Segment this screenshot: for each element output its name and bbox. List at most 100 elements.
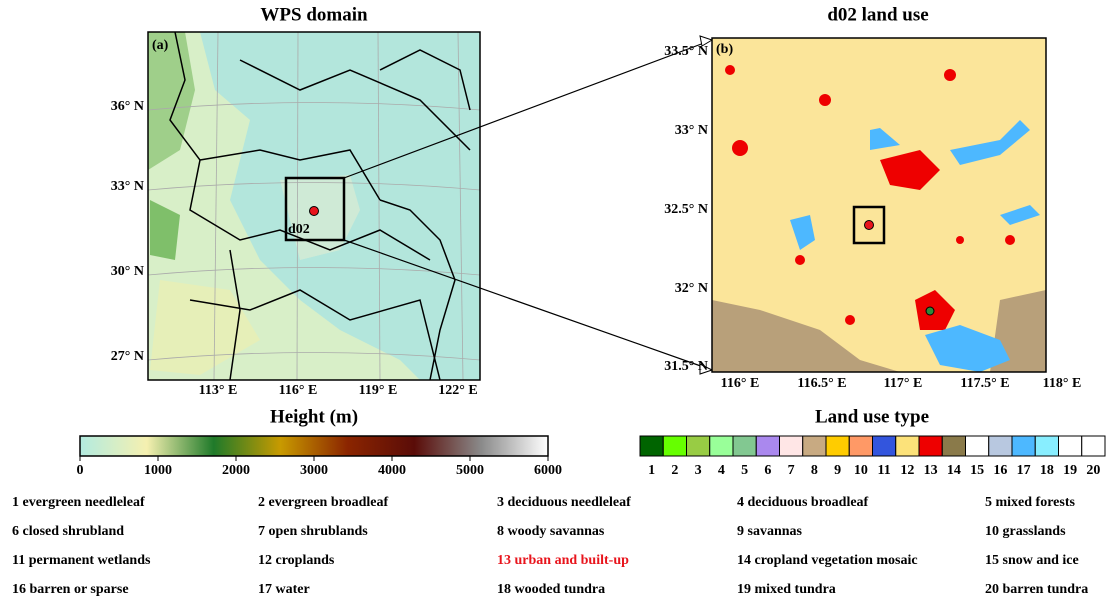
box-label: d02 bbox=[288, 222, 310, 237]
legend-item: 8 woody savannas bbox=[497, 524, 605, 539]
legend: 1 evergreen needleleaf 2 evergreen broadl… bbox=[12, 495, 1088, 597]
colorbar-cell bbox=[826, 436, 849, 456]
colorbar-tick-label: 2000 bbox=[222, 463, 250, 478]
y-label: 31.5° N bbox=[664, 359, 708, 374]
legend-item: 10 grasslands bbox=[985, 524, 1066, 539]
colorbar-tick-label: 19 bbox=[1063, 463, 1077, 478]
colorbar-tick-label: 8 bbox=[811, 463, 818, 478]
colorbar-cell bbox=[803, 436, 826, 456]
colorbar-cell bbox=[640, 436, 663, 456]
legend-item: 13 urban and built-up bbox=[497, 553, 629, 568]
legend-item: 20 barren tundra bbox=[985, 582, 1088, 597]
colorbar-tick-label: 11 bbox=[878, 463, 891, 478]
legend-item: 3 deciduous needleleaf bbox=[497, 495, 631, 510]
colorbar-tick-label: 9 bbox=[834, 463, 841, 478]
site-marker bbox=[865, 221, 874, 230]
colorbar-tick-label: 14 bbox=[947, 463, 961, 478]
panel-title: WPS domain bbox=[260, 4, 368, 25]
legend-item: 16 barren or sparse bbox=[12, 582, 129, 597]
legend-item: 6 closed shrubland bbox=[12, 524, 124, 539]
colorbar-title: Height (m) bbox=[270, 406, 358, 427]
colorbar-tick-label: 15 bbox=[970, 463, 984, 478]
colorbar-tick-label: 6 bbox=[764, 463, 771, 478]
figure: WPS domain (a) d02 36° N 33° N 30° N 27°… bbox=[0, 0, 1110, 605]
x-label: 117.5° E bbox=[960, 376, 1009, 391]
legend-item: 18 wooded tundra bbox=[497, 582, 605, 597]
y-label: 36° N bbox=[111, 99, 144, 114]
colorbar-tick-label: 16 bbox=[993, 463, 1007, 478]
colorbar-tick-label: 2 bbox=[671, 463, 678, 478]
colorbar-tick-label: 4000 bbox=[378, 463, 406, 478]
y-label: 30° N bbox=[111, 264, 144, 279]
colorbar-cell bbox=[733, 436, 756, 456]
colorbar-tick-label: 3000 bbox=[300, 463, 328, 478]
colorbar-tick-label: 12 bbox=[900, 463, 914, 478]
colorbar-cell bbox=[849, 436, 872, 456]
colorbar-cell bbox=[896, 436, 919, 456]
colorbar-tick-label: 0 bbox=[77, 463, 84, 478]
panel-label: (b) bbox=[716, 42, 733, 57]
colorbar-cell bbox=[873, 436, 896, 456]
city-marker bbox=[926, 307, 934, 315]
panel-title: d02 land use bbox=[827, 4, 928, 25]
height-colorbar bbox=[80, 436, 548, 456]
colorbar-cell bbox=[942, 436, 965, 456]
colorbar-cell bbox=[663, 436, 686, 456]
x-label: 116° E bbox=[721, 376, 760, 391]
colorbar-tick-label: 5000 bbox=[456, 463, 484, 478]
colorbar-tick-label: 7 bbox=[788, 463, 795, 478]
colorbar-cell bbox=[1059, 436, 1082, 456]
colorbar-tick-label: 6000 bbox=[534, 463, 562, 478]
legend-item: 2 evergreen broadleaf bbox=[258, 495, 388, 510]
y-label: 32.5° N bbox=[664, 202, 708, 217]
legend-item: 5 mixed forests bbox=[985, 495, 1075, 510]
colorbar-tick-label: 20 bbox=[1086, 463, 1100, 478]
legend-item: 17 water bbox=[258, 582, 310, 597]
colorbar-cell bbox=[1012, 436, 1035, 456]
landuse-map bbox=[712, 38, 1046, 372]
x-label: 116° E bbox=[279, 383, 318, 398]
legend-item: 19 mixed tundra bbox=[737, 582, 836, 597]
x-label: 122° E bbox=[438, 383, 477, 398]
colorbar-cell bbox=[919, 436, 942, 456]
x-label: 119° E bbox=[359, 383, 398, 398]
colorbar-tick-label: 18 bbox=[1040, 463, 1054, 478]
legend-item: 14 cropland vegetation mosaic bbox=[737, 553, 918, 568]
colorbar-cell bbox=[1035, 436, 1058, 456]
legend-item: 1 evergreen needleleaf bbox=[12, 495, 145, 510]
legend-item: 9 savannas bbox=[737, 524, 803, 539]
colorbar-tick-label: 4 bbox=[718, 463, 725, 478]
y-label: 33.5° N bbox=[664, 44, 708, 59]
site-marker bbox=[310, 207, 319, 216]
colorbar-cell bbox=[989, 436, 1012, 456]
colorbar-tick-label: 5 bbox=[741, 463, 748, 478]
x-label: 116.5° E bbox=[797, 376, 846, 391]
colorbar-tick-label: 13 bbox=[924, 463, 938, 478]
legend-item: 15 snow and ice bbox=[985, 553, 1079, 568]
colorbar-cell bbox=[966, 436, 989, 456]
legend-item: 4 deciduous broadleaf bbox=[737, 495, 869, 510]
colorbar-tick-label: 17 bbox=[1017, 463, 1031, 478]
colorbar-cell bbox=[780, 436, 803, 456]
legend-item: 12 croplands bbox=[258, 553, 335, 568]
panel-label: (a) bbox=[152, 38, 169, 53]
x-label: 117° E bbox=[884, 376, 923, 391]
colorbar-title: Land use type bbox=[815, 406, 929, 427]
x-label: 118° E bbox=[1043, 376, 1082, 391]
colorbar-cell bbox=[756, 436, 779, 456]
legend-item: 7 open shrublands bbox=[258, 524, 368, 539]
colorbar-tick-label: 3 bbox=[695, 463, 702, 478]
y-label: 33° N bbox=[675, 123, 708, 138]
legend-item: 11 permanent wetlands bbox=[12, 553, 151, 568]
colorbar-cell bbox=[1082, 436, 1105, 456]
colorbar-tick-label: 1 bbox=[648, 463, 655, 478]
x-label: 113° E bbox=[199, 383, 238, 398]
y-label: 27° N bbox=[111, 349, 144, 364]
colorbar-cell bbox=[687, 436, 710, 456]
colorbar-tick-label: 10 bbox=[854, 463, 868, 478]
colorbar-cell bbox=[710, 436, 733, 456]
y-label: 33° N bbox=[111, 179, 144, 194]
colorbar-tick-label: 1000 bbox=[144, 463, 172, 478]
y-label: 32° N bbox=[675, 281, 708, 296]
